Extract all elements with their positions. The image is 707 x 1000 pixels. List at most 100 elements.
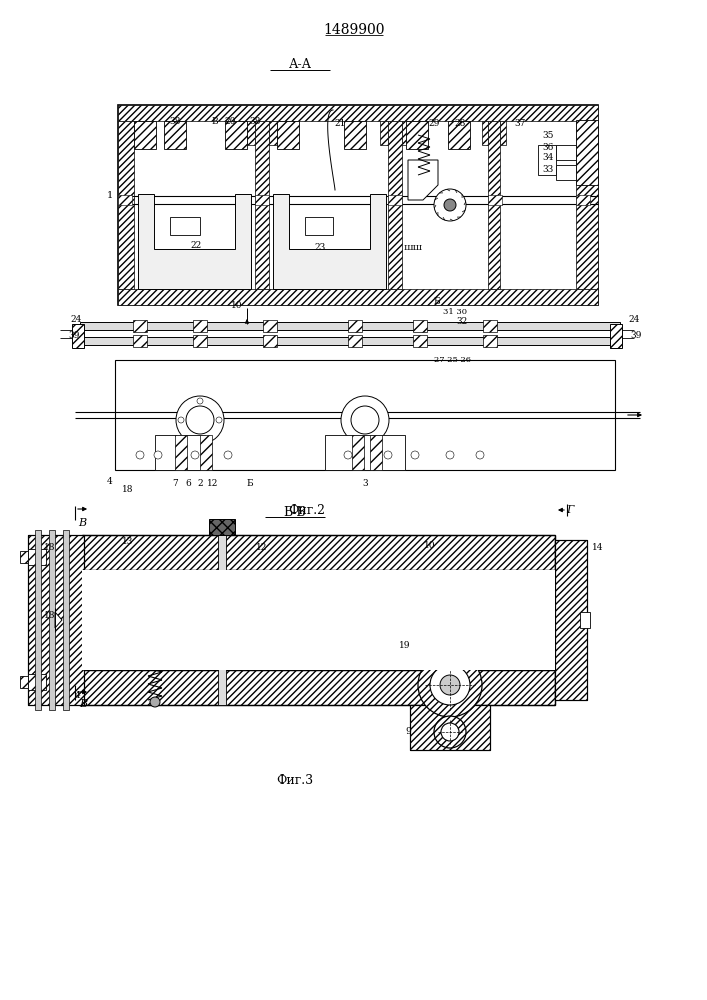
Bar: [134, 121, 156, 149]
Bar: [352, 435, 364, 470]
Polygon shape: [55, 612, 62, 628]
Bar: [269, 121, 277, 145]
Bar: [555, 540, 587, 700]
Bar: [255, 195, 269, 205]
Bar: [28, 535, 84, 705]
Polygon shape: [138, 194, 251, 289]
Bar: [488, 121, 500, 289]
Bar: [344, 121, 366, 149]
Ellipse shape: [392, 587, 488, 652]
Text: 28: 28: [455, 119, 466, 128]
Bar: [133, 335, 147, 347]
Circle shape: [186, 406, 214, 434]
Text: 34: 34: [542, 153, 554, 162]
Text: 31 30: 31 30: [443, 308, 467, 316]
Text: Б-Б: Б-Б: [284, 506, 306, 518]
Text: B: B: [79, 699, 87, 709]
Bar: [225, 121, 247, 149]
Circle shape: [216, 417, 222, 423]
Text: 27 25 26: 27 25 26: [433, 356, 470, 364]
Circle shape: [191, 451, 199, 459]
Text: 7: 7: [172, 480, 178, 488]
Bar: [247, 121, 255, 145]
Text: Фиг.3: Фиг.3: [276, 774, 314, 786]
Bar: [305, 217, 333, 235]
Bar: [263, 320, 277, 332]
Circle shape: [178, 417, 184, 423]
Bar: [410, 705, 490, 750]
Circle shape: [441, 723, 459, 741]
Text: 18: 18: [122, 486, 134, 494]
Bar: [118, 105, 598, 305]
Text: 11: 11: [212, 530, 223, 538]
Bar: [155, 435, 205, 470]
Text: 6: 6: [185, 480, 191, 488]
Bar: [610, 324, 622, 348]
Bar: [80, 337, 620, 345]
Text: 39: 39: [69, 332, 80, 340]
Text: 18: 18: [45, 610, 56, 619]
Circle shape: [154, 451, 162, 459]
Bar: [348, 335, 362, 347]
Circle shape: [224, 451, 232, 459]
Circle shape: [197, 398, 203, 404]
Bar: [193, 320, 207, 332]
Text: 39: 39: [630, 332, 641, 340]
Text: 24: 24: [71, 316, 82, 324]
Bar: [576, 195, 590, 205]
Circle shape: [411, 451, 419, 459]
Text: B: B: [78, 518, 86, 528]
Bar: [28, 535, 84, 705]
Polygon shape: [408, 160, 438, 200]
Circle shape: [197, 436, 203, 442]
Text: Б: Б: [247, 480, 253, 488]
Bar: [348, 320, 362, 332]
Bar: [82, 570, 555, 670]
Bar: [500, 121, 506, 145]
Text: 12: 12: [257, 544, 268, 552]
Bar: [277, 121, 299, 149]
Circle shape: [444, 199, 456, 211]
Bar: [380, 121, 388, 145]
Bar: [556, 165, 576, 180]
Bar: [410, 705, 490, 750]
Circle shape: [150, 697, 160, 707]
Circle shape: [434, 716, 466, 748]
Bar: [388, 195, 402, 205]
Bar: [370, 435, 382, 470]
Bar: [555, 540, 587, 700]
Ellipse shape: [412, 601, 467, 639]
Bar: [115, 360, 615, 470]
Bar: [209, 519, 235, 535]
Bar: [255, 121, 269, 289]
Bar: [576, 120, 598, 185]
Circle shape: [418, 653, 482, 717]
Circle shape: [341, 396, 389, 444]
Circle shape: [430, 665, 470, 705]
Bar: [118, 195, 132, 205]
Circle shape: [344, 451, 352, 459]
Text: 32: 32: [457, 318, 467, 326]
Text: 12: 12: [207, 480, 218, 488]
Text: 10: 10: [424, 542, 436, 550]
Bar: [413, 335, 427, 347]
Bar: [483, 320, 497, 332]
Text: 35: 35: [542, 130, 554, 139]
Bar: [164, 121, 186, 149]
Text: 36: 36: [542, 142, 554, 151]
Text: 38: 38: [169, 117, 181, 126]
Bar: [49, 530, 55, 710]
Bar: [488, 195, 502, 205]
Text: А-А: А-А: [288, 58, 312, 72]
Bar: [20, 676, 28, 688]
Text: 20: 20: [224, 117, 235, 126]
Text: Фиг.2: Фиг.2: [288, 504, 325, 516]
Bar: [170, 217, 200, 235]
Text: 33: 33: [542, 165, 554, 174]
Bar: [483, 335, 497, 347]
Bar: [388, 121, 402, 289]
Circle shape: [351, 406, 379, 434]
Text: Г: Г: [566, 505, 573, 515]
Bar: [63, 530, 69, 710]
Text: 3: 3: [362, 480, 368, 488]
